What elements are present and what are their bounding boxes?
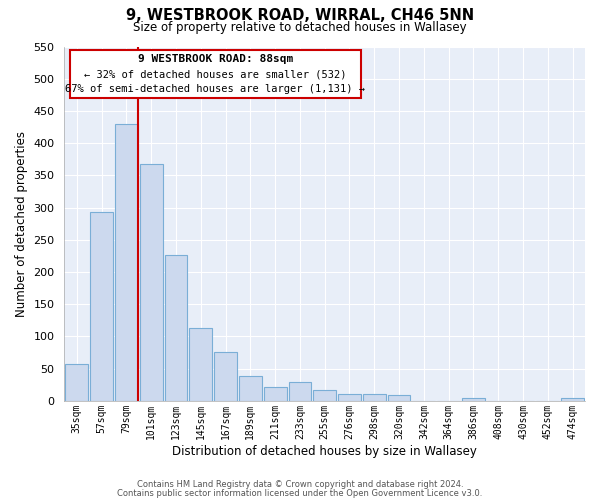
- Bar: [239, 376, 262, 401]
- Bar: [140, 164, 163, 401]
- FancyBboxPatch shape: [70, 50, 361, 98]
- Bar: [363, 394, 386, 401]
- Bar: [289, 382, 311, 401]
- Text: Size of property relative to detached houses in Wallasey: Size of property relative to detached ho…: [133, 21, 467, 34]
- Text: ← 32% of detached houses are smaller (532): ← 32% of detached houses are smaller (53…: [84, 69, 347, 79]
- Bar: [338, 394, 361, 401]
- Bar: [388, 395, 410, 401]
- Bar: [462, 398, 485, 401]
- Bar: [115, 124, 138, 401]
- Y-axis label: Number of detached properties: Number of detached properties: [15, 130, 28, 316]
- Bar: [65, 364, 88, 401]
- Bar: [264, 386, 287, 401]
- Text: Contains public sector information licensed under the Open Government Licence v3: Contains public sector information licen…: [118, 488, 482, 498]
- X-axis label: Distribution of detached houses by size in Wallasey: Distribution of detached houses by size …: [172, 444, 477, 458]
- Text: 9, WESTBROOK ROAD, WIRRAL, CH46 5NN: 9, WESTBROOK ROAD, WIRRAL, CH46 5NN: [126, 8, 474, 22]
- Bar: [164, 256, 187, 401]
- Bar: [190, 328, 212, 401]
- Bar: [214, 352, 237, 401]
- Text: 9 WESTBROOK ROAD: 88sqm: 9 WESTBROOK ROAD: 88sqm: [138, 54, 293, 64]
- Bar: [313, 390, 336, 401]
- Bar: [561, 398, 584, 401]
- Bar: [90, 212, 113, 401]
- Text: 67% of semi-detached houses are larger (1,131) →: 67% of semi-detached houses are larger (…: [65, 84, 365, 94]
- Text: Contains HM Land Registry data © Crown copyright and database right 2024.: Contains HM Land Registry data © Crown c…: [137, 480, 463, 489]
